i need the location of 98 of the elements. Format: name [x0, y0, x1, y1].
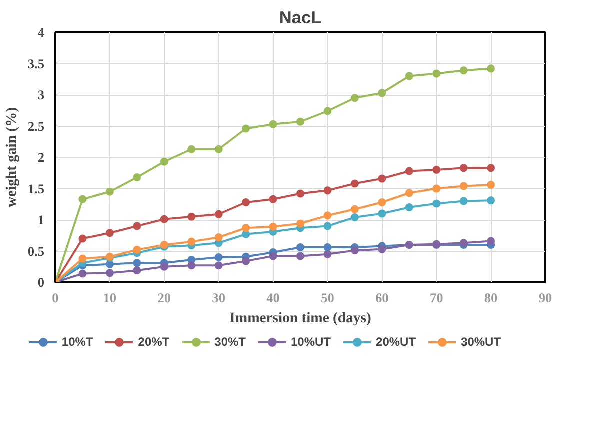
- point: [214, 234, 223, 242]
- point: [405, 167, 414, 176]
- point: [405, 204, 414, 212]
- y-axis-title: weight gain (%): [4, 107, 20, 208]
- point: [324, 244, 332, 252]
- y-tick-label: 0.5: [28, 244, 45, 259]
- point: [269, 252, 278, 260]
- point: [188, 212, 196, 221]
- point: [378, 89, 386, 98]
- point: [269, 195, 278, 204]
- point: [460, 66, 468, 75]
- point: [324, 107, 332, 116]
- point: [460, 182, 468, 190]
- point: [214, 254, 223, 262]
- point: [324, 250, 332, 258]
- point: [160, 215, 168, 224]
- point: [242, 124, 250, 133]
- point: [78, 234, 87, 243]
- point: [405, 189, 414, 198]
- point: [296, 252, 304, 260]
- point: [296, 190, 304, 198]
- point: [350, 246, 359, 255]
- legend-label: 30%UT: [461, 335, 502, 349]
- point: [378, 198, 386, 206]
- point: [78, 195, 87, 204]
- y-tick-label: 3: [38, 88, 45, 102]
- point: [432, 70, 441, 78]
- point: [350, 205, 359, 214]
- legend-label: 10%UT: [291, 335, 332, 349]
- point: [106, 229, 114, 238]
- point: [214, 262, 223, 270]
- point: [133, 174, 142, 182]
- point: [378, 245, 386, 254]
- point: [188, 238, 196, 246]
- point: [133, 266, 142, 275]
- legend-label: 20%UT: [376, 335, 416, 349]
- point: [242, 224, 250, 232]
- y-tick-label: 0: [38, 275, 45, 290]
- point: [324, 186, 332, 195]
- point: [242, 257, 250, 266]
- x-tick-label: 30: [212, 290, 226, 306]
- point: [269, 222, 278, 231]
- point: [432, 200, 441, 208]
- point: [296, 244, 304, 252]
- x-tick-label: 10: [103, 290, 117, 306]
- point: [487, 164, 496, 172]
- point: [296, 118, 304, 126]
- point: [188, 262, 196, 270]
- legend-label: 30%T: [214, 335, 246, 349]
- x-tick-label: 70: [430, 290, 444, 306]
- point: [350, 180, 359, 188]
- point: [432, 166, 441, 174]
- point: [160, 262, 168, 271]
- point: [350, 214, 359, 222]
- x-tick-label: 0: [52, 290, 60, 306]
- legend-label: 10%T: [62, 335, 94, 349]
- x-tick-label: 80: [484, 290, 498, 306]
- point: [214, 210, 223, 218]
- point: [324, 222, 332, 230]
- y-tick-label: 3.5: [28, 56, 45, 72]
- x-tick-label: 50: [321, 290, 335, 306]
- x-tick-label: 40: [266, 290, 280, 306]
- point: [188, 145, 196, 154]
- point: [214, 145, 223, 154]
- y-tick-label: 1.5: [28, 181, 45, 196]
- point: [78, 270, 87, 278]
- point: [487, 181, 496, 189]
- y-tick-label: 1: [38, 212, 45, 228]
- y-tick-label: 2: [38, 150, 45, 165]
- point: [133, 246, 142, 254]
- point: [133, 259, 142, 268]
- point: [350, 94, 359, 102]
- x-axis-title: Immersion time (days): [230, 310, 372, 326]
- point: [242, 198, 250, 206]
- chart-title: NacL: [279, 8, 322, 28]
- x-tick-label: 20: [158, 290, 172, 306]
- point: [106, 269, 114, 278]
- point: [160, 158, 168, 166]
- point: [324, 212, 332, 220]
- point: [460, 164, 468, 172]
- y-tick-label: 4: [38, 25, 45, 40]
- point: [269, 120, 278, 128]
- point: [487, 64, 496, 73]
- x-tick-label: 90: [538, 290, 552, 306]
- y-tick-label: 2.5: [28, 118, 45, 134]
- point: [405, 72, 414, 80]
- point: [106, 188, 114, 196]
- point: [378, 174, 386, 183]
- point: [460, 197, 468, 206]
- point: [133, 222, 142, 230]
- point: [378, 210, 386, 218]
- point: [432, 184, 441, 193]
- x-tick-label: 60: [376, 290, 390, 306]
- point: [487, 237, 496, 246]
- point: [487, 196, 496, 205]
- point: [78, 254, 87, 263]
- legend-label: 20%T: [138, 335, 170, 349]
- point: [296, 220, 304, 228]
